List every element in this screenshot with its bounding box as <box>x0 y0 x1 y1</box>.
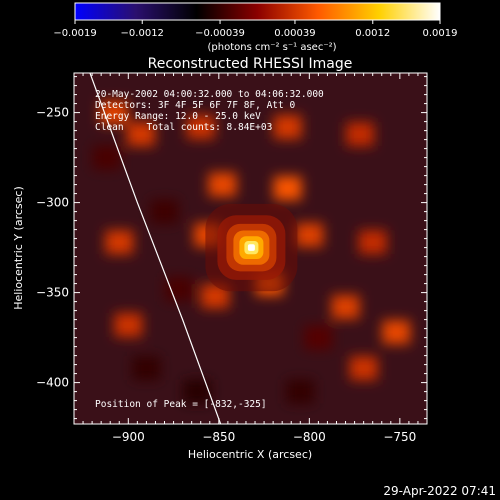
emission-blob <box>346 122 375 147</box>
annotation-peak-position: Position of Peak = [-832,-325] <box>95 399 267 410</box>
emission-blob <box>304 325 333 350</box>
annotation-method-counts: Clean Total counts: 8.84E+03 <box>95 122 272 133</box>
emission-blob <box>164 277 193 301</box>
emission-blob <box>273 176 302 201</box>
emission-blob <box>273 115 302 139</box>
emission-blob <box>105 230 134 255</box>
emission-blob <box>295 223 324 247</box>
colorbar-tick-label: −0.0019 <box>53 28 96 39</box>
emission-blob <box>114 313 143 337</box>
x-tick-label: −800 <box>293 430 326 444</box>
colorbar-tick-label: 0.0012 <box>355 28 390 39</box>
x-tick-label: −900 <box>112 430 145 444</box>
colorbar-tick-label: −0.00039 <box>195 28 245 39</box>
y-tick-label: −350 <box>36 286 69 300</box>
emission-blob <box>331 295 360 319</box>
y-tick-label: −300 <box>36 196 69 210</box>
emission-blob <box>358 230 387 255</box>
annotation-energy-range: Energy Range: 12.0 - 25.0 keV <box>95 111 261 122</box>
plot-frame <box>73 72 428 425</box>
emission-blob <box>286 379 315 404</box>
y-axis-label: Heliocentric Y (arcsec) <box>12 186 25 310</box>
plot-area <box>74 73 427 424</box>
emission-blob <box>150 199 179 224</box>
emission-blob <box>382 320 411 345</box>
y-axis: −400 −350 −300 −250 <box>36 76 427 420</box>
emission-blob <box>208 172 237 197</box>
annotation-time-range: 20-May-2002 04:00:32.000 to 04:06:32.000 <box>95 89 324 100</box>
footer-datetime: 29-Apr-2022 07:41 <box>383 484 496 498</box>
colorbar-unit-label: (photons cm⁻² s⁻¹ asec⁻²) <box>207 42 336 53</box>
colorbar-ticks: −0.0019 −0.0012 −0.00039 0.00039 0.0012 0.001… <box>53 20 458 39</box>
flare-contour <box>247 244 255 251</box>
y-tick-label: −400 <box>36 376 69 390</box>
annotation-detectors: Detectors: 3F 4F 5F 6F 7F 8F, Att 0 <box>95 100 295 111</box>
x-axis-label: Heliocentric X (arcsec) <box>188 448 312 461</box>
colorbar-tick-label: 0.0019 <box>423 28 458 39</box>
colorbar-tick-label: 0.00039 <box>274 28 315 39</box>
solar-limb-curve <box>89 73 222 424</box>
chart-title: Reconstructed RHESSI Image <box>148 56 353 72</box>
colorbar: −0.0019 −0.0012 −0.00039 0.00039 0.0012 0.001… <box>53 2 458 53</box>
flare-source <box>205 203 298 292</box>
emission-blob <box>92 145 121 170</box>
colorbar-tick-label: −0.0012 <box>121 28 164 39</box>
emission-blob <box>132 356 161 381</box>
emission-blob <box>126 122 155 147</box>
x-tick-label: −850 <box>202 430 235 444</box>
x-tick-label: −750 <box>383 430 416 444</box>
background-emission <box>92 100 411 404</box>
colorbar-gradient <box>74 2 441 21</box>
x-axis: −900 −850 −800 −750 <box>82 73 419 444</box>
emission-blob <box>349 356 378 381</box>
y-tick-label: −250 <box>36 106 69 120</box>
annotations: 20-May-2002 04:00:32.000 to 04:06:32.000… <box>95 89 324 410</box>
emission-blob <box>186 115 215 139</box>
